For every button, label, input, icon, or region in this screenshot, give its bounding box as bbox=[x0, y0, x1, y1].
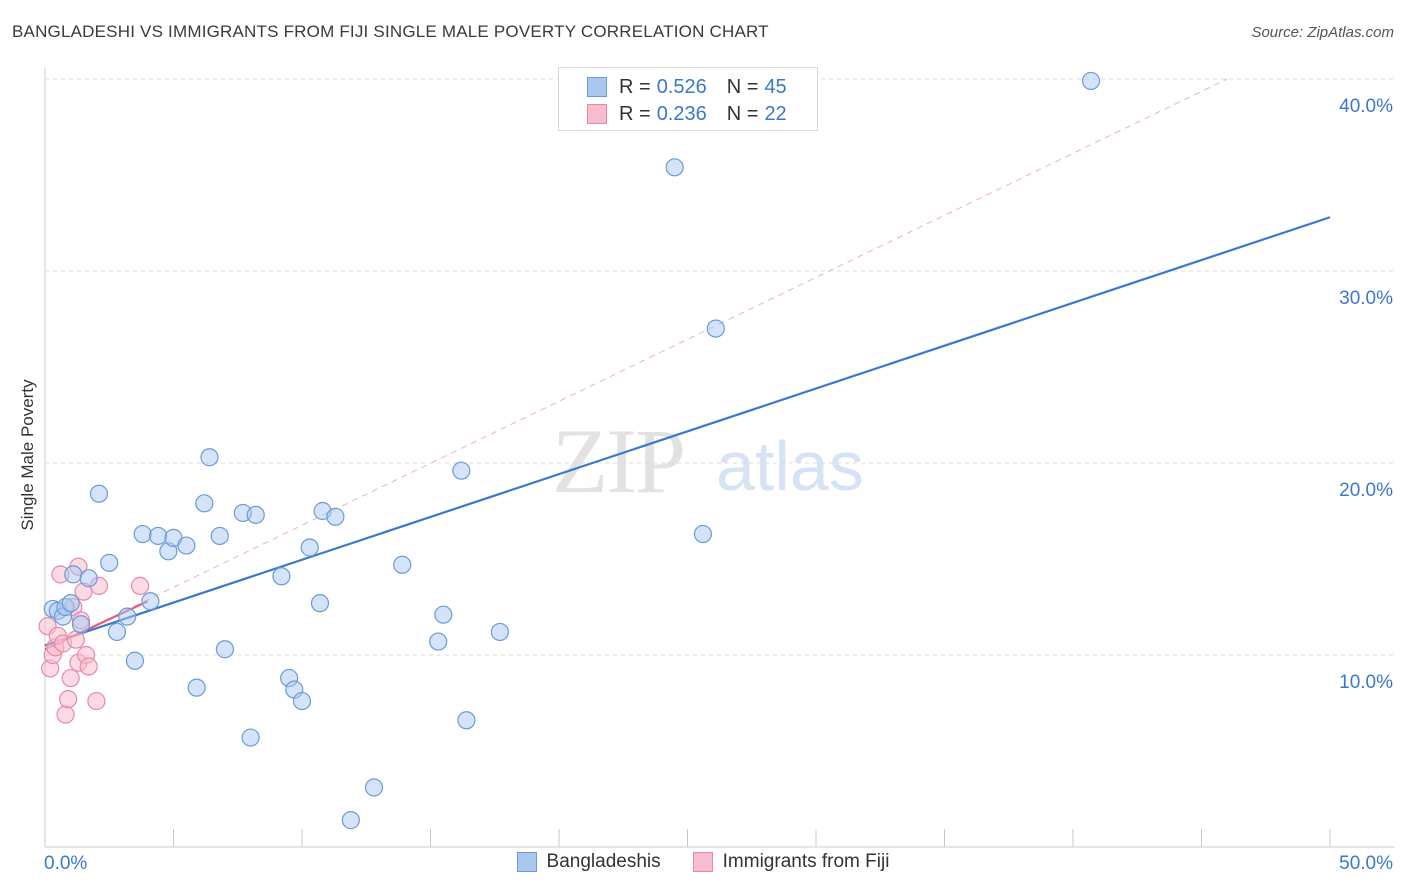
data-point-bangladeshi bbox=[118, 607, 137, 626]
legend-r-label: R = bbox=[619, 102, 651, 125]
data-point-bangladeshi bbox=[300, 538, 319, 557]
data-point-bangladeshi bbox=[210, 526, 229, 546]
data-point-bangladeshi bbox=[200, 448, 219, 467]
y-tick-label: 40.0% bbox=[1339, 96, 1393, 117]
y-tick-label: 30.0% bbox=[1339, 288, 1393, 309]
legend-item-fiji: Immigrants from Fiji bbox=[692, 851, 890, 873]
legend-swatch-blue bbox=[516, 852, 537, 872]
data-point-bangladeshi bbox=[195, 494, 214, 513]
data-point-bangladeshi bbox=[457, 711, 476, 730]
data-point-fiji bbox=[130, 576, 150, 595]
trendline-fiji-extended bbox=[44, 78, 1228, 650]
legend-n-value: 45 bbox=[764, 75, 787, 98]
legend-n-value: 22 bbox=[764, 102, 787, 125]
data-point-bangladeshi bbox=[326, 507, 345, 526]
series-legend: Bangladeshis Immigrants from Fiji bbox=[0, 851, 1406, 873]
data-point-bangladeshi bbox=[272, 567, 291, 586]
data-point-fiji bbox=[59, 690, 78, 709]
data-point-bangladeshi bbox=[215, 640, 234, 659]
axes bbox=[44, 68, 1395, 848]
data-point-bangladeshi bbox=[341, 811, 360, 830]
data-point-fiji bbox=[79, 657, 98, 676]
watermark-zip: ZIP bbox=[552, 410, 684, 512]
y-tick-label: 20.0% bbox=[1339, 480, 1393, 501]
y-axis-title: Single Male Poverty bbox=[18, 379, 37, 531]
data-point-bangladeshi bbox=[71, 615, 91, 634]
data-point-bangladeshi bbox=[177, 536, 196, 555]
data-point-bangladeshi bbox=[292, 691, 312, 711]
trendlines bbox=[44, 78, 1331, 651]
x-tick-label: 0.0% bbox=[44, 853, 87, 874]
x-tick-label: 50.0% bbox=[1339, 853, 1393, 874]
data-point-bangladeshi bbox=[64, 565, 83, 584]
gridlines bbox=[45, 78, 1395, 656]
data-point-bangladeshi bbox=[187, 678, 206, 697]
data-point-bangladeshi bbox=[393, 555, 412, 574]
data-point-bangladeshi bbox=[665, 158, 684, 177]
chart-title: BANGLADESHI VS IMMIGRANTS FROM FIJI SING… bbox=[12, 22, 769, 41]
data-point-bangladeshi bbox=[434, 605, 453, 624]
data-point-bangladeshi bbox=[241, 728, 260, 747]
data-point-bangladeshi bbox=[107, 622, 127, 642]
source-label: Source: ZipAtlas.com bbox=[1251, 24, 1394, 41]
data-point-bangladeshi bbox=[429, 632, 448, 651]
y-tick-label: 10.0% bbox=[1339, 672, 1393, 693]
watermark: ZIP atlas bbox=[552, 410, 864, 512]
data-point-fiji bbox=[87, 691, 106, 711]
data-point-bangladeshi bbox=[452, 461, 471, 480]
data-point-bangladeshi bbox=[141, 592, 160, 611]
data-point-fiji bbox=[66, 630, 85, 649]
legend-r-value: 0.526 bbox=[656, 75, 707, 98]
tick-labels: 10.0% 20.0% 30.0% 40.0% 0.0% 50.0% bbox=[44, 96, 1393, 874]
data-point-bangladeshi bbox=[61, 594, 80, 613]
legend-label: Bangladeshis bbox=[546, 851, 661, 872]
data-point-bangladeshi bbox=[148, 526, 168, 546]
legend-row-bangladeshis: R = 0.526 N = 45 bbox=[587, 74, 787, 100]
data-point-bangladeshi bbox=[1081, 71, 1101, 91]
data-point-bangladeshi bbox=[693, 524, 713, 544]
data-point-bangladeshi bbox=[490, 622, 509, 642]
data-point-bangladeshi bbox=[364, 778, 384, 797]
data-point-bangladeshi bbox=[79, 569, 98, 588]
data-points bbox=[38, 71, 1101, 830]
legend-r-label: R = bbox=[619, 75, 651, 98]
data-point-bangladeshi bbox=[100, 553, 119, 572]
legend-n-label: N = bbox=[726, 75, 759, 98]
correlation-legend: R = 0.526 N = 45 R = 0.236 N = 22 bbox=[558, 67, 818, 131]
watermark-atlas: atlas bbox=[716, 427, 864, 505]
data-point-fiji bbox=[61, 668, 80, 688]
legend-swatch-pink bbox=[692, 852, 713, 872]
legend-n-label: N = bbox=[726, 102, 759, 125]
trendline-bangladeshis bbox=[44, 216, 1331, 647]
legend-item-bangladeshis: Bangladeshis bbox=[516, 851, 661, 873]
legend-swatch-pink bbox=[587, 104, 607, 124]
data-point-bangladeshi bbox=[706, 319, 725, 338]
legend-label: Immigrants from Fiji bbox=[722, 851, 890, 872]
legend-r-value: 0.236 bbox=[656, 102, 707, 125]
data-point-bangladeshi bbox=[125, 651, 145, 670]
data-point-bangladeshi bbox=[246, 505, 265, 524]
data-point-bangladeshi bbox=[89, 484, 109, 503]
data-point-bangladeshi bbox=[133, 524, 152, 544]
data-point-fiji bbox=[56, 705, 75, 724]
legend-swatch-blue bbox=[587, 77, 607, 97]
data-point-bangladeshi bbox=[310, 594, 330, 613]
legend-row-fiji: R = 0.236 N = 22 bbox=[587, 101, 787, 127]
